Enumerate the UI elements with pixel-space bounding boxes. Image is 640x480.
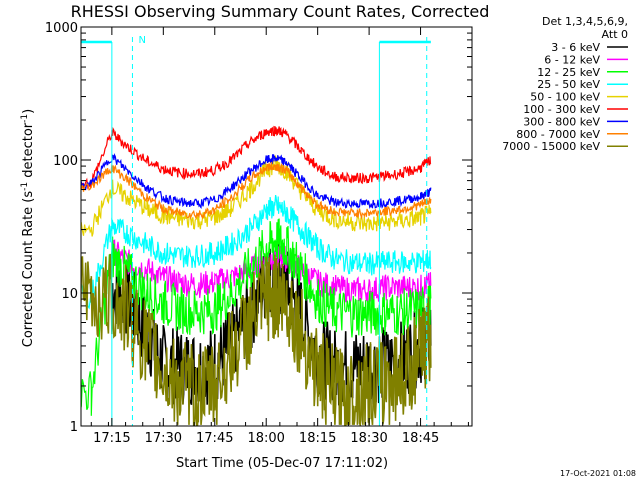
footer-timestamp: 17-Oct-2021 01:08 (560, 469, 636, 478)
x-tick-label: 17:30 (145, 431, 182, 446)
series-line-4 (81, 194, 432, 310)
y-axis: 1 10 100 1000 (45, 21, 472, 435)
chart-title: RHESSI Observing Summary Count Rates, Co… (71, 2, 490, 21)
legend-label: 3 - 6 keV (551, 41, 600, 54)
series-line-6 (81, 125, 432, 190)
x-tick-label: 17:45 (196, 431, 233, 446)
x-tick-label: 18:00 (247, 431, 284, 446)
x-tick-label: 17:15 (93, 431, 130, 446)
series-line-7 (81, 153, 432, 209)
y-axis-label: Corrected Count Rate (s-1 detector-1) (20, 109, 36, 347)
legend-label: 12 - 25 keV (537, 66, 600, 79)
series-layer (81, 125, 432, 426)
x-tick-label: 18:45 (402, 431, 439, 446)
x-axis: 17:15 17:30 17:45 18:00 18:15 18:30 18:45 (90, 27, 469, 446)
legend-label: 7000 - 15000 keV (502, 140, 600, 153)
legend-label: 800 - 7000 keV (516, 128, 600, 141)
y-tick-label: 1000 (45, 21, 78, 36)
y-tick-label: 1 (70, 420, 78, 435)
series-line-8 (81, 161, 432, 221)
legend-label: 50 - 100 keV (530, 91, 600, 104)
series-line-9 (81, 253, 432, 426)
x-axis-label: Start Time (05-Dec-07 17:11:02) (176, 456, 388, 471)
legend-label: 100 - 300 keV (523, 103, 600, 116)
x-tick-label: 18:30 (350, 431, 387, 446)
x-tick-label: 18:15 (299, 431, 336, 446)
y-tick-label: 10 (61, 287, 78, 302)
legend-label: 300 - 800 keV (523, 115, 600, 128)
marker-layer: N (81, 35, 431, 426)
series-line-3 (81, 218, 432, 416)
legend-header-line-2: Att 0 (602, 28, 628, 41)
series-line-5 (81, 154, 432, 237)
y-tick-label: 100 (53, 154, 78, 169)
plot-frame (80, 26, 473, 427)
night-marker-label: N (138, 35, 145, 46)
legend-label: 6 - 12 keV (544, 53, 600, 66)
legend-label: 25 - 50 keV (537, 78, 600, 91)
legend-header-line-1: Det 1,3,4,5,6,9, (542, 15, 628, 28)
